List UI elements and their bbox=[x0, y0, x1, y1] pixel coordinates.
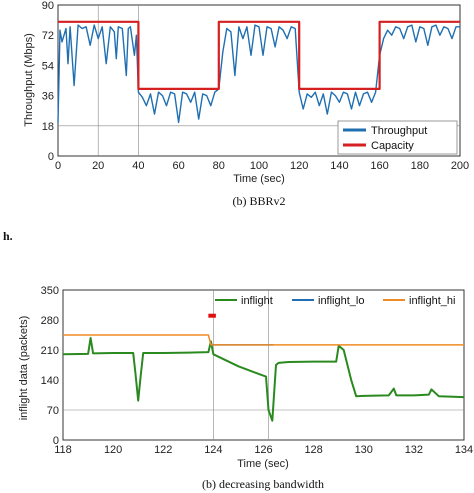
y-axis-label: inflight data (packets) bbox=[18, 316, 30, 421]
y-tick-label: 0 bbox=[53, 435, 59, 447]
x-tick-label: 140 bbox=[330, 160, 348, 172]
legend: inflight inflight_lo inflight_hi bbox=[215, 295, 455, 307]
y-tick-label: 140 bbox=[41, 375, 59, 387]
x-tick-label: 118 bbox=[54, 444, 72, 456]
legend-label-inflight-lo: inflight_lo bbox=[318, 295, 364, 307]
x-tick-label: 134 bbox=[455, 444, 473, 456]
y-tick-label: 280 bbox=[41, 315, 59, 327]
y-tick-label: 210 bbox=[41, 345, 59, 357]
x-tick-label: 40 bbox=[132, 160, 144, 172]
x-tick-label: 20 bbox=[92, 160, 104, 172]
x-tick-labels: 118 120 122 124 126 128 130 132 134 bbox=[54, 444, 473, 456]
x-tick-label: 200 bbox=[451, 160, 469, 172]
chart-caption: (b) BBRv2 bbox=[232, 194, 285, 208]
chart-caption: (b) decreasing bandwidth bbox=[202, 477, 324, 491]
series-line-inflight-hi bbox=[63, 334, 464, 346]
x-tick-label: 126 bbox=[254, 444, 272, 456]
x-tick-label: 124 bbox=[204, 444, 222, 456]
x-tick-label: 160 bbox=[370, 160, 388, 172]
y-tick-labels: 0 18 36 54 72 90 bbox=[42, 0, 54, 163]
x-tick-label: 0 bbox=[55, 160, 61, 172]
plot-area-frame bbox=[62, 289, 465, 441]
y-tick-label: 18 bbox=[42, 121, 54, 133]
x-tick-label: 80 bbox=[213, 160, 225, 172]
x-tick-label: 120 bbox=[104, 444, 122, 456]
legend-label-inflight-hi: inflight_hi bbox=[409, 295, 455, 307]
y-tick-label: 350 bbox=[41, 285, 59, 297]
series-group bbox=[57, 20, 460, 124]
y-tick-label: 70 bbox=[47, 405, 59, 417]
x-tick-label: 128 bbox=[304, 444, 322, 456]
series-line-capacity bbox=[58, 20, 460, 91]
x-tick-label: 122 bbox=[154, 444, 172, 456]
chart-inflight: 0 70 140 210 280 350 118 120 122 124 126 128 130 132… bbox=[18, 285, 473, 491]
legend-box bbox=[337, 120, 458, 155]
x-tick-label: 130 bbox=[355, 444, 373, 456]
series-line-inflight bbox=[62, 337, 465, 422]
x-axis-label: Time (sec) bbox=[233, 173, 285, 185]
x-axis-label: Time (sec) bbox=[237, 458, 289, 470]
y-tick-label: 36 bbox=[42, 91, 54, 103]
legend-label-capacity: Capacity bbox=[371, 140, 414, 152]
y-axis-label: Throughput (Mbps) bbox=[23, 33, 35, 127]
y-tick-label: 90 bbox=[42, 0, 54, 12]
series-line-throughput bbox=[57, 24, 460, 124]
x-tick-label: 132 bbox=[405, 444, 423, 456]
legend-label-throughput: Throughput bbox=[371, 125, 427, 137]
x-tick-labels: 0 20 40 60 80 100 120 140 160 180 200 bbox=[55, 160, 469, 172]
x-tick-label: 100 bbox=[250, 160, 268, 172]
y-tick-label: 0 bbox=[48, 151, 54, 163]
x-tick-label: 180 bbox=[411, 160, 429, 172]
x-tick-label: 60 bbox=[172, 160, 184, 172]
series-group bbox=[62, 313, 465, 422]
legend-label-inflight: inflight bbox=[241, 295, 273, 307]
y-tick-label: 72 bbox=[42, 30, 54, 42]
plot-area-frame bbox=[57, 4, 461, 157]
x-tick-label: 120 bbox=[290, 160, 308, 172]
grid-lines bbox=[63, 290, 464, 440]
legend: Throughput Capacity bbox=[337, 120, 458, 155]
y-tick-labels: 0 70 140 210 280 350 bbox=[41, 285, 59, 447]
stray-text: h. bbox=[3, 229, 13, 243]
y-tick-label: 54 bbox=[42, 60, 54, 72]
